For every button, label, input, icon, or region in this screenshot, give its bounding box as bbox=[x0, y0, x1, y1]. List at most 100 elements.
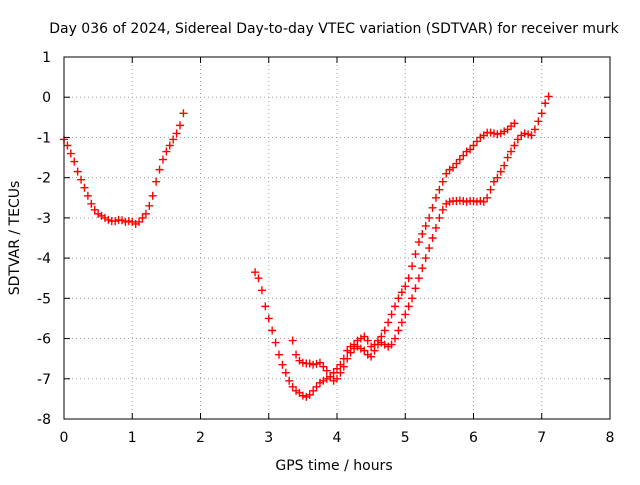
data-point bbox=[411, 250, 420, 259]
data-point bbox=[155, 165, 164, 174]
data-point bbox=[285, 376, 294, 385]
data-point bbox=[524, 130, 533, 139]
data-point bbox=[104, 215, 113, 224]
data-point bbox=[162, 147, 171, 156]
data-point bbox=[421, 254, 430, 263]
data-point bbox=[459, 196, 468, 205]
data-point bbox=[281, 368, 290, 377]
data-point bbox=[503, 153, 512, 162]
data-point bbox=[438, 205, 447, 214]
x-tick-label: 6 bbox=[469, 430, 478, 446]
x-tick-label: 8 bbox=[606, 430, 615, 446]
data-point bbox=[148, 191, 157, 200]
data-point bbox=[541, 99, 550, 108]
data-point bbox=[254, 274, 263, 283]
data-point bbox=[469, 141, 478, 150]
data-point bbox=[425, 213, 434, 222]
data-point bbox=[466, 145, 475, 154]
data-point bbox=[124, 217, 133, 226]
data-point bbox=[462, 197, 471, 206]
data-point bbox=[87, 199, 96, 208]
data-point bbox=[63, 141, 72, 150]
data-point bbox=[510, 141, 519, 150]
data-point bbox=[315, 358, 324, 367]
data-point bbox=[336, 368, 345, 377]
data-point bbox=[401, 282, 410, 291]
data-point bbox=[459, 151, 468, 160]
y-tick-label: -2 bbox=[37, 171, 51, 187]
data-point bbox=[322, 366, 331, 375]
data-point bbox=[121, 217, 130, 226]
data-point bbox=[305, 359, 314, 368]
x-tick-label: 3 bbox=[264, 430, 273, 446]
data-point bbox=[486, 128, 495, 137]
data-point bbox=[312, 359, 321, 368]
data-point bbox=[360, 332, 369, 341]
data-point bbox=[404, 274, 413, 283]
axis-ticks bbox=[63, 56, 611, 420]
data-point bbox=[165, 141, 174, 150]
x-tick-label: 5 bbox=[401, 430, 410, 446]
x-axis-label: GPS time / hours bbox=[275, 458, 392, 474]
data-point bbox=[530, 125, 539, 134]
x-tick-label: 2 bbox=[196, 430, 205, 446]
data-point bbox=[489, 177, 498, 186]
x-axis-tick-labels: 0 1 2 3 4 5 6 7 8 bbox=[60, 430, 615, 446]
y-tick-label: 1 bbox=[42, 50, 51, 66]
data-point bbox=[179, 109, 188, 118]
data-point bbox=[339, 362, 348, 371]
data-point bbox=[500, 161, 509, 170]
data-point bbox=[77, 175, 86, 184]
data-point bbox=[431, 193, 440, 202]
data-point bbox=[309, 386, 318, 395]
data-point bbox=[544, 92, 553, 101]
data-point bbox=[534, 117, 543, 126]
data-point bbox=[312, 382, 321, 391]
data-point bbox=[118, 216, 127, 225]
data-point bbox=[73, 167, 82, 176]
data-point bbox=[391, 302, 400, 311]
data-point bbox=[493, 130, 502, 139]
data-point bbox=[158, 155, 167, 164]
data-point bbox=[172, 129, 181, 138]
data-point bbox=[397, 318, 406, 327]
data-point bbox=[271, 338, 280, 347]
grid bbox=[64, 57, 610, 419]
data-point bbox=[111, 217, 120, 226]
data-point bbox=[418, 229, 427, 238]
data-point bbox=[288, 382, 297, 391]
series-2 bbox=[251, 119, 519, 401]
data-point bbox=[404, 302, 413, 311]
data-point bbox=[414, 238, 423, 247]
data-point bbox=[472, 137, 481, 146]
data-point bbox=[428, 234, 437, 242]
data-point bbox=[476, 196, 485, 205]
x-tick-label: 0 bbox=[60, 430, 69, 446]
data-point bbox=[483, 193, 492, 202]
data-point bbox=[309, 360, 318, 369]
data-point bbox=[319, 362, 328, 371]
data-point bbox=[527, 131, 536, 140]
data-point bbox=[486, 185, 495, 194]
data-point bbox=[152, 177, 161, 186]
series-3 bbox=[288, 92, 553, 385]
y-tick-label: -3 bbox=[37, 211, 51, 227]
data-point bbox=[264, 314, 273, 323]
data-point bbox=[455, 155, 464, 164]
data-point bbox=[363, 336, 372, 345]
data-point bbox=[421, 221, 430, 230]
data-point bbox=[384, 318, 393, 327]
data-point bbox=[408, 262, 417, 271]
data-point bbox=[70, 157, 79, 166]
data-point bbox=[496, 167, 505, 176]
data-point bbox=[418, 264, 427, 273]
data-point bbox=[391, 334, 400, 343]
data-point bbox=[472, 197, 481, 206]
data-point bbox=[305, 390, 314, 399]
data-point bbox=[257, 286, 266, 295]
data-point bbox=[326, 372, 335, 381]
data-point bbox=[394, 294, 403, 303]
y-tick-label: -4 bbox=[37, 251, 51, 267]
data-point bbox=[83, 191, 92, 200]
data-point bbox=[397, 288, 406, 297]
